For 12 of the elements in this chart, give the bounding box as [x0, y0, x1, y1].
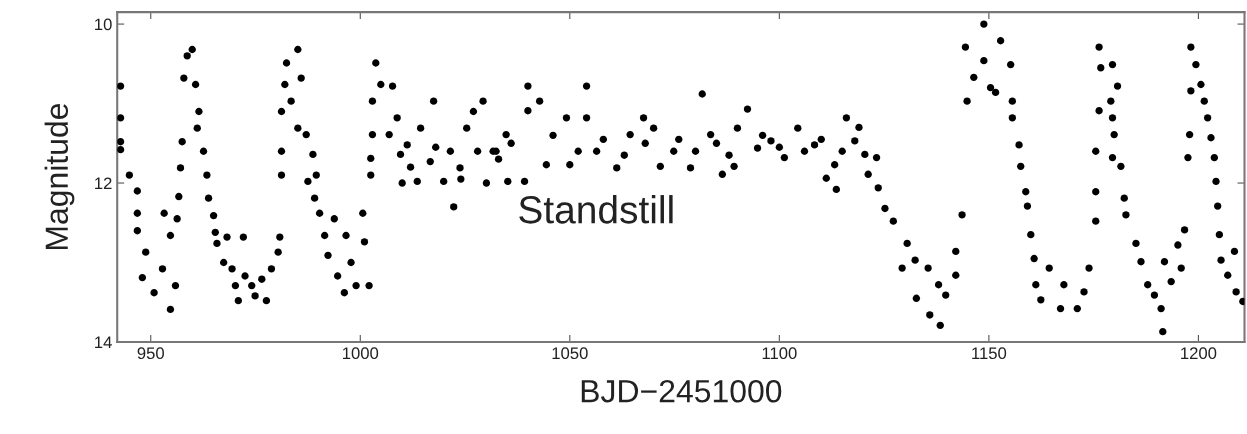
x-tick-label: 1050 [552, 347, 588, 360]
x-tick-label: 1000 [343, 347, 379, 360]
x-tick-label: 950 [137, 347, 164, 360]
x-axis-title: BJD−2451000 [581, 379, 782, 403]
x-tick-label: 1150 [972, 347, 1007, 360]
y-tick-label: 10 [95, 18, 112, 31]
x-tick-label: 1200 [1181, 347, 1217, 360]
y-axis-title: Magnitude [44, 103, 75, 250]
y-tick-label: 12 [95, 177, 112, 190]
annotation: Standstill [519, 195, 673, 224]
y-tick-label: 14 [95, 336, 112, 349]
x-tick-label: 1100 [762, 347, 797, 360]
